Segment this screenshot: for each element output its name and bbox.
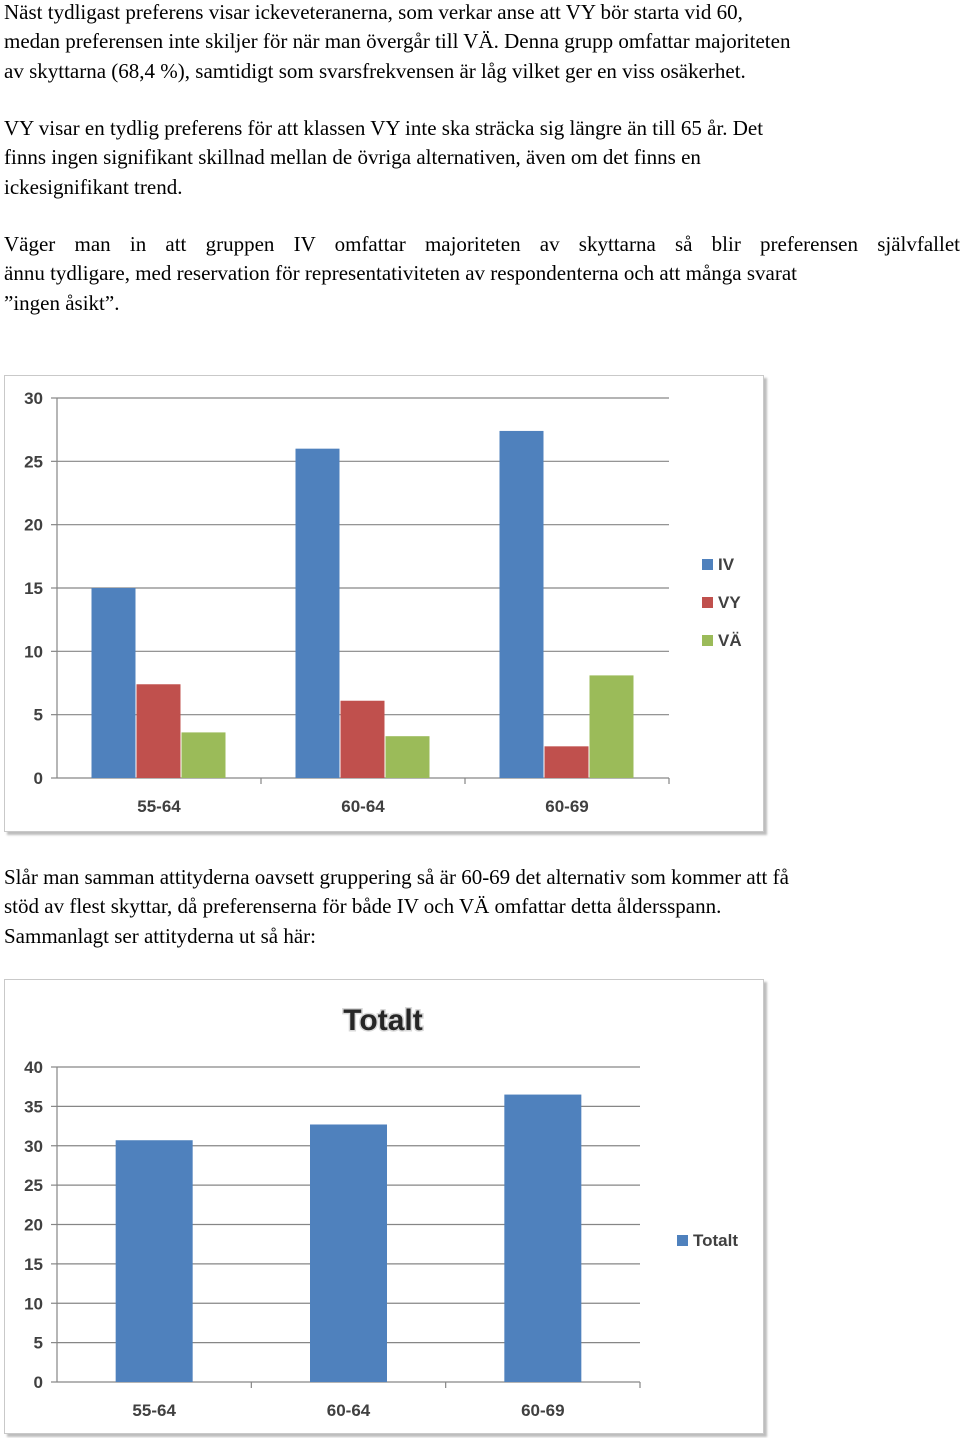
bar-vy-60-69 xyxy=(544,746,589,778)
paragraph-line: Slår man samman attityderna oavsett grup… xyxy=(4,865,789,889)
bar-totalt-60-64 xyxy=(310,1124,387,1382)
y-tick-label: 40 xyxy=(24,1058,43,1077)
y-tick-label: 10 xyxy=(24,1294,43,1313)
y-tick-label: 15 xyxy=(24,579,43,598)
y-tick-label: 30 xyxy=(24,1137,43,1156)
bar-iv-60-64 xyxy=(295,448,340,778)
paragraph-line: ”ingen åsikt”. xyxy=(4,290,120,315)
paragraph-line: av skyttarna (68,4 %), samtidigt som sva… xyxy=(4,58,746,83)
y-tick-label: 20 xyxy=(24,516,43,535)
paragraph-line: ännu tydligare, med reservation för repr… xyxy=(4,261,798,286)
bar-v--60-69 xyxy=(589,675,634,778)
y-tick-label: 30 xyxy=(24,389,43,408)
chart-title: Totalt xyxy=(343,1004,422,1037)
bar-iv-60-69 xyxy=(499,430,544,778)
x-category-label: 60-64 xyxy=(341,797,385,816)
legend-swatch xyxy=(702,635,713,646)
bar-iv-55-64 xyxy=(91,588,136,778)
total-bar-chart-svg: Totalt 0 5 10 15 20 25 30 35 40 55-64 60-64 60-69 Tot… xyxy=(24,1003,738,1421)
total-bar-chart: Totalt 0 5 10 15 20 25 30 35 40 55-64 60-64 60-69 Tot… xyxy=(4,979,764,1434)
x-category-label: 60-69 xyxy=(521,1401,564,1420)
bar-vy-60-64 xyxy=(340,700,385,778)
y-tick-label: 10 xyxy=(24,642,43,661)
bar-vy-55-64 xyxy=(136,684,181,778)
paragraph-line: ickesignifikant trend. xyxy=(4,174,183,199)
legend-label: VÄ xyxy=(718,631,742,650)
grouped-bar-chart: 0 5 10 15 20 25 30 55-64 60-64 60-69 IV VY VÄ xyxy=(4,375,764,832)
bar-v--55-64 xyxy=(181,732,226,778)
y-tick-label: 5 xyxy=(34,1334,43,1353)
x-category-label: 55-64 xyxy=(137,797,181,816)
paragraph-3: Väger man in att gruppen IV omfattar maj… xyxy=(4,230,960,318)
legend-label: VY xyxy=(718,593,741,612)
paragraph-4: Slår man samman attityderna oavsett grup… xyxy=(4,863,960,951)
legend-swatch xyxy=(702,559,713,570)
y-tick-label: 0 xyxy=(34,1373,43,1392)
y-tick-label: 25 xyxy=(24,452,43,471)
paragraph-line: Väger man in att gruppen IV omfattar maj… xyxy=(4,232,960,256)
grouped-bar-chart-svg: 0 5 10 15 20 25 30 55-64 60-64 60-69 IV VY VÄ xyxy=(24,389,742,816)
paragraph-1: Näst tydligast preferens visar ickeveter… xyxy=(4,0,960,86)
y-tick-label: 0 xyxy=(34,769,43,788)
x-category-label: 55-64 xyxy=(132,1401,176,1420)
y-tick-label: 20 xyxy=(24,1216,43,1235)
paragraph-line: Sammanlagt ser attityderna ut så här: xyxy=(4,923,316,948)
paragraph-line: VY visar en tydlig preferens för att kla… xyxy=(4,116,764,140)
legend-swatch xyxy=(677,1235,688,1246)
paragraph-2: VY visar en tydlig preferens för att kla… xyxy=(4,114,960,202)
x-category-label: 60-64 xyxy=(327,1401,371,1420)
legend-label: Totalt xyxy=(693,1231,738,1250)
paragraph-line: stöd av flest skyttar, då preferenserna … xyxy=(4,894,722,919)
y-tick-label: 25 xyxy=(24,1176,43,1195)
bar-v--60-64 xyxy=(385,736,430,778)
y-tick-label: 5 xyxy=(34,706,43,725)
paragraph-line: Näst tydligast preferens visar ickeveter… xyxy=(4,0,743,24)
y-tick-label: 15 xyxy=(24,1255,43,1274)
y-tick-label: 35 xyxy=(24,1097,43,1116)
legend-swatch xyxy=(702,597,713,608)
x-category-label: 60-69 xyxy=(545,797,588,816)
bar-totalt-60-69 xyxy=(504,1094,582,1382)
paragraph-line: finns ingen signifikant skillnad mellan … xyxy=(4,145,701,170)
bar-totalt-55-64 xyxy=(115,1140,193,1382)
paragraph-line: medan preferensen inte skiljer för när m… xyxy=(4,29,791,54)
legend-label: IV xyxy=(718,555,735,574)
